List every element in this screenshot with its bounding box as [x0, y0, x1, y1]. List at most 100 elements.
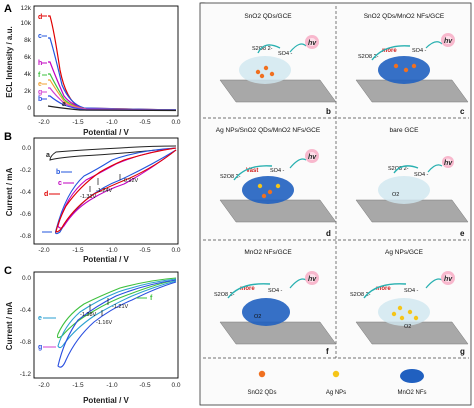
panel-a-ylabel: ECL Intensity / a.u. — [5, 26, 14, 97]
cell-f: MnO2 NFs/GCE O2 S2O8 2- more SO4 - hv f — [214, 249, 337, 356]
emission-burst-icon — [441, 271, 455, 285]
species-right: SO4 - — [414, 172, 429, 178]
electrode-surface — [219, 79, 337, 103]
hv-label: hv — [444, 276, 453, 283]
o2-label: O2 — [404, 324, 411, 330]
curve-label-b: b — [38, 96, 42, 103]
hv-label: hv — [444, 38, 453, 45]
cell-letter: d — [326, 229, 331, 238]
reaction-arrow — [427, 164, 443, 173]
panel-a: A ECL Intensity / a.u. Potential / V 0 2… — [4, 3, 181, 137]
reaction-arrow — [425, 41, 443, 49]
panel-c-xtick: -2.0 — [38, 382, 50, 389]
panel-c-xtick: -1.5 — [72, 382, 84, 389]
cell-letter: e — [460, 229, 465, 238]
reaction-arrow — [425, 278, 443, 289]
reaction-arrow — [257, 44, 281, 54]
emission-burst-icon — [305, 271, 319, 285]
emission-burst-icon — [305, 35, 319, 49]
sno2-dot — [255, 69, 261, 75]
panel-b-ytick: -0.4 — [20, 189, 32, 196]
highlight-word: more — [382, 48, 397, 54]
panel-b-xtick: -1.0 — [106, 247, 118, 254]
panel-a-xtick: -1.5 — [72, 119, 84, 126]
species-left: S2O8 2- — [214, 292, 235, 298]
panel-a-curve-a — [47, 105, 177, 112]
panel-c-xlabel: Potential / V — [83, 396, 129, 405]
panel-b: B Current / mA Potential / V 0.0 -0.2 -0… — [4, 131, 181, 264]
cell-title: MnO2 NFs/GCE — [244, 249, 292, 256]
sno2-dot — [403, 67, 409, 73]
electrode-dome — [378, 176, 430, 204]
cell-title: Ag NPs/SnO2 QDs/MnO2 NFs/GCE — [216, 127, 321, 134]
reaction-arrow — [289, 158, 307, 169]
annotation-b-1: -1.24V — [96, 188, 113, 194]
panel-b-annotations: -1.24V -0.92V -1.31V — [80, 174, 139, 200]
sno2-dot — [267, 189, 273, 195]
panel-a-ytick: 8k — [24, 37, 32, 44]
curve-label-f: f — [38, 72, 41, 79]
sno2-legend-icon — [258, 370, 266, 378]
panel-c-ytick: -0.4 — [20, 307, 32, 314]
reaction-arrow — [363, 283, 407, 299]
panel-b-ylabel: Current / mA — [5, 168, 14, 217]
ag-dot — [257, 183, 263, 189]
cell-title: SnO2 QDs/GCE — [244, 13, 292, 20]
cell-c: SnO2 QDs/MnO2 NFs/GCE S2O8 2- more SO4 -… — [355, 13, 469, 116]
mno2-legend-icon — [400, 369, 424, 383]
panel-b-frame — [33, 137, 179, 245]
panel-b-ytick: -0.8 — [20, 233, 32, 240]
cell-title: bare GCE — [390, 127, 420, 134]
panel-b-ytick: -0.2 — [20, 167, 32, 174]
panel-c-ylabel: Current / mA — [5, 302, 14, 351]
panel-a-curve-g — [48, 87, 177, 111]
legend-label: SnO2 QDs — [247, 390, 276, 396]
curve-label-d: d — [38, 14, 42, 21]
panel-a-ytick: 12k — [21, 5, 32, 12]
panel-c-ytick: -1.2 — [20, 371, 32, 378]
panel-a-ytick: 0 — [27, 105, 31, 112]
panel-c-curve-g — [57, 279, 177, 368]
curve-label-g: g — [38, 344, 42, 351]
curve-label-d: d — [44, 191, 48, 198]
cell-e: bare GCE O2 S2O8 2- SO4 - hv e — [355, 127, 469, 238]
reaction-arrow — [289, 43, 307, 53]
electrode-dome — [239, 56, 291, 84]
species-right: SO4 - — [412, 48, 427, 54]
panel-c-frame — [33, 271, 179, 379]
panel-c-xtick: -0.5 — [139, 382, 151, 389]
curve-label-e: e — [38, 315, 42, 322]
panel-c-xticks: -2.0 -1.5 -1.0 -0.5 0.0 — [38, 382, 180, 389]
species-right: SO4 - — [270, 168, 285, 174]
reaction-arrow — [227, 283, 271, 299]
annotation-c-2: -1.21V — [112, 304, 129, 310]
cell-letter: b — [326, 107, 331, 116]
highlight-word: more — [376, 286, 391, 292]
panel-c-ytick: -0.8 — [20, 339, 32, 346]
cell-b: SnO2 QDs/GCE S2O8 2- SO4 - hv b — [219, 13, 337, 116]
sno2-dot — [263, 65, 269, 71]
electrode-surface — [219, 321, 337, 345]
species-right: SO4 - — [404, 288, 419, 294]
panel-b-curve-a — [49, 145, 177, 161]
emission-burst-icon — [305, 149, 319, 163]
curve-label-h: h — [38, 60, 42, 67]
curve-label-c: c — [58, 180, 62, 187]
panel-b-ytick: 0.0 — [22, 145, 31, 152]
panel-a-ytick: 4k — [24, 71, 32, 78]
panel-c-annotations: -1.38V -1.21V -1.16V — [80, 298, 129, 326]
emission-burst-icon — [441, 33, 455, 47]
panel-a-frame — [33, 5, 179, 117]
cell-title: Ag NPs/GCE — [385, 249, 424, 256]
panel-a-xlabel: Potential / V — [83, 128, 129, 137]
sno2-dot — [269, 71, 275, 77]
hv-label: hv — [308, 40, 317, 47]
cell-title: SnO2 QDs/MnO2 NFs/GCE — [364, 13, 445, 20]
panel-c-curve-e — [57, 278, 177, 349]
annotation-c-3: -1.16V — [96, 320, 113, 326]
curve-label-a: a — [62, 101, 66, 108]
mno2-film — [242, 298, 290, 326]
species-left: S2O8 2- — [350, 292, 371, 298]
panel-b-xtick: 0.0 — [171, 247, 180, 254]
panel-b-xlabel: Potential / V — [83, 255, 129, 264]
